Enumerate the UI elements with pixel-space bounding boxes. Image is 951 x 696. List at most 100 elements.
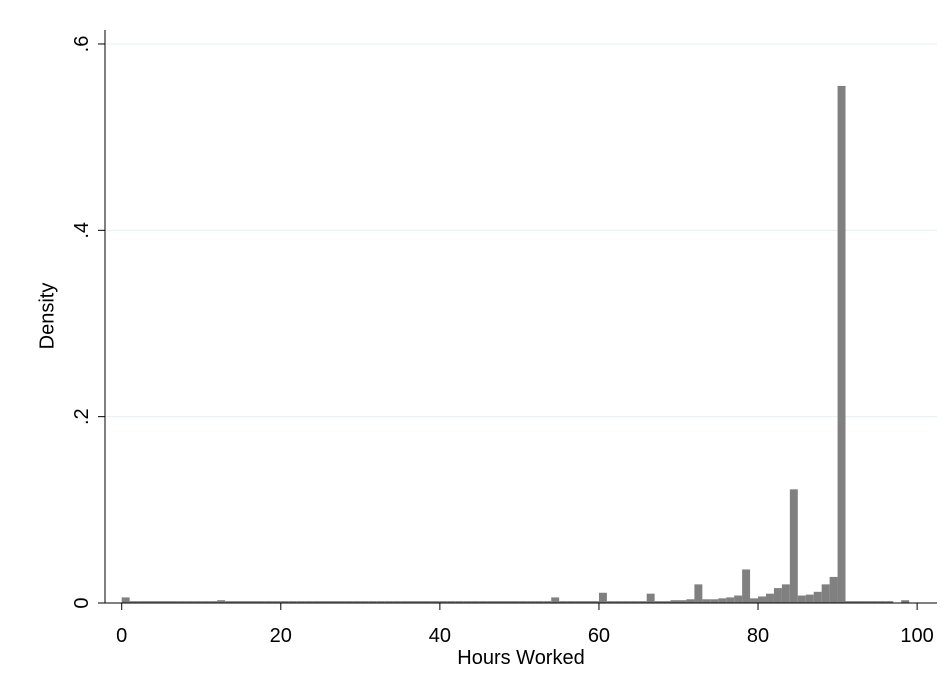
bar xyxy=(559,601,568,603)
bar xyxy=(495,601,504,603)
bar xyxy=(638,601,647,603)
bar xyxy=(376,601,385,603)
bar xyxy=(392,601,401,603)
bar xyxy=(583,601,591,603)
bar xyxy=(718,598,727,603)
bar xyxy=(606,601,615,603)
bar xyxy=(280,601,289,603)
bar xyxy=(813,591,822,603)
bar xyxy=(400,601,409,603)
bar xyxy=(408,601,417,603)
bar xyxy=(654,601,663,603)
bar xyxy=(575,601,584,603)
bar xyxy=(368,601,377,603)
bar xyxy=(821,584,830,603)
bar xyxy=(471,601,480,603)
bar xyxy=(312,601,321,603)
bar xyxy=(225,601,234,603)
bar xyxy=(734,595,743,603)
bar xyxy=(678,600,687,603)
bar xyxy=(185,601,194,603)
bar xyxy=(288,601,297,603)
x-tick-label: 80 xyxy=(747,625,769,647)
bar xyxy=(439,601,448,603)
bar xyxy=(853,601,862,603)
bar xyxy=(344,601,353,603)
y-tick-label: .6 xyxy=(71,36,93,53)
bar xyxy=(765,593,774,603)
bar xyxy=(209,601,218,603)
bar xyxy=(845,601,854,603)
bar xyxy=(447,601,456,603)
x-axis-title: Hours Worked xyxy=(457,647,584,669)
bar xyxy=(773,588,782,603)
bar xyxy=(686,599,695,603)
y-tick-label: 0 xyxy=(71,597,93,608)
x-tick-label: 100 xyxy=(900,625,933,647)
y-tick-label: .4 xyxy=(71,222,93,239)
bar xyxy=(694,584,703,603)
bar xyxy=(885,601,894,603)
bar xyxy=(479,601,488,603)
bar xyxy=(193,601,202,603)
bar xyxy=(543,601,552,603)
bar xyxy=(264,601,273,603)
bar xyxy=(169,601,178,603)
bar xyxy=(535,601,544,603)
bar xyxy=(177,601,186,603)
bar xyxy=(511,601,520,603)
bar xyxy=(750,598,759,603)
bar xyxy=(129,601,138,603)
bar xyxy=(384,601,393,603)
bar xyxy=(304,601,313,603)
bar xyxy=(161,601,170,603)
bar xyxy=(296,601,305,603)
bar xyxy=(837,85,846,603)
bar xyxy=(503,601,512,603)
x-tick-label: 40 xyxy=(429,625,451,647)
bar xyxy=(797,595,806,603)
bar xyxy=(336,601,345,603)
bar xyxy=(241,601,249,603)
bar xyxy=(551,597,560,603)
bar xyxy=(590,601,599,603)
bar xyxy=(423,601,432,603)
x-tick-label: 60 xyxy=(588,625,610,647)
bar xyxy=(352,601,361,603)
bar xyxy=(662,601,671,603)
bar xyxy=(710,599,719,603)
bar xyxy=(217,600,226,603)
bar xyxy=(487,601,496,603)
bar xyxy=(527,601,536,603)
bar xyxy=(614,601,623,603)
bar xyxy=(805,594,814,603)
bar xyxy=(869,601,878,603)
bar xyxy=(901,600,910,603)
bar xyxy=(137,601,146,603)
bar xyxy=(121,597,130,603)
bar xyxy=(248,601,257,603)
bar xyxy=(877,601,886,603)
bar xyxy=(789,489,798,603)
y-axis-title: Density xyxy=(36,283,58,350)
x-tick-label: 0 xyxy=(116,625,127,647)
bar xyxy=(622,601,631,603)
bar xyxy=(519,601,528,603)
x-tick-label: 20 xyxy=(270,625,292,647)
bar xyxy=(630,601,639,603)
bar xyxy=(567,601,576,603)
bar xyxy=(272,601,281,603)
bar xyxy=(463,601,472,603)
y-tick-label: .2 xyxy=(71,408,93,425)
bar xyxy=(416,601,424,603)
bar xyxy=(431,601,440,603)
bar xyxy=(742,569,751,603)
bar xyxy=(646,593,655,603)
bar xyxy=(726,597,735,603)
bar xyxy=(145,601,154,603)
bar xyxy=(256,601,265,603)
bar xyxy=(670,600,679,603)
bar xyxy=(153,601,162,603)
bar xyxy=(861,601,870,603)
